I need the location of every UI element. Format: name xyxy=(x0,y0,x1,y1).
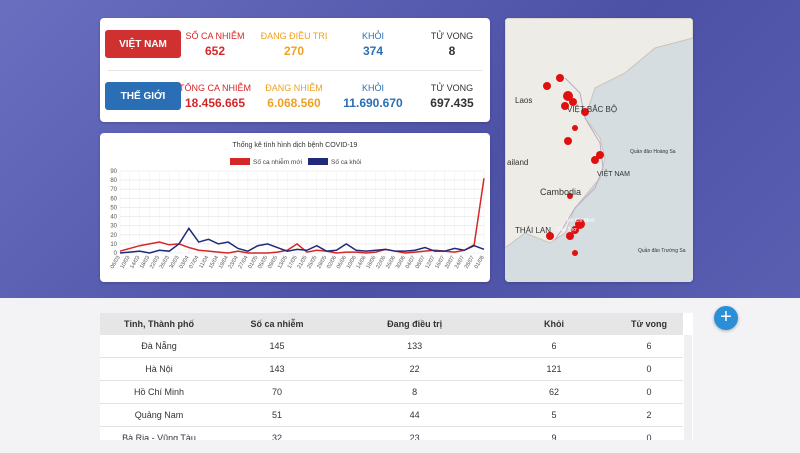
scrollbar xyxy=(684,335,692,440)
table-row: Bà Rịa - Vũng Tàu322390 xyxy=(100,427,683,441)
table-cell: 32 xyxy=(218,427,336,441)
table-cell: 62 xyxy=(493,381,615,404)
map-label: ailand xyxy=(507,158,528,167)
x-tick-label: 01/08 xyxy=(474,255,486,270)
table-cell: 70 xyxy=(218,381,336,404)
y-tick-label: 40 xyxy=(110,215,117,221)
table-cell: Quảng Nam xyxy=(100,404,218,427)
stat-label: KHỎI xyxy=(328,83,418,93)
table-cell: Bà Rịa - Vũng Tàu xyxy=(100,427,218,441)
table-cell: 44 xyxy=(336,404,493,427)
table-cell: Đà Nẵng xyxy=(100,335,218,358)
stat-label: TỬ VONG xyxy=(407,31,497,41)
table-row: Hồ Chí Minh708620 xyxy=(100,381,683,404)
series-line xyxy=(120,228,484,253)
y-tick-label: 90 xyxy=(110,169,117,175)
table-cell: Hà Nội xyxy=(100,358,218,381)
y-tick-label: 20 xyxy=(110,233,117,239)
stat-value: 11.690.670 xyxy=(328,96,418,110)
stat-label: SỐ CA NHIỄM xyxy=(170,31,260,41)
table-cell: 145 xyxy=(218,335,336,358)
map-label: Laos xyxy=(515,96,532,105)
table-cell: 5 xyxy=(493,404,615,427)
map-label: VIỆT BẮC BỘ xyxy=(567,105,617,114)
table-card: Tỉnh, Thành phốSố ca nhiễmĐang điều trịK… xyxy=(100,313,693,440)
table-cell: 9 xyxy=(493,427,615,441)
table-cell: 133 xyxy=(336,335,493,358)
stat-value: 652 xyxy=(170,44,260,58)
stat-value: 18.456.665 xyxy=(170,96,260,110)
legend-label: Số ca nhiễm mới xyxy=(253,157,302,166)
add-button[interactable]: + xyxy=(714,306,738,330)
legend-swatch xyxy=(230,158,250,165)
stat-value: 697.435 xyxy=(407,96,497,110)
table-cell: 121 xyxy=(493,358,615,381)
column-header: Số ca nhiễm xyxy=(218,313,336,335)
map-label: Cần Thơ xyxy=(557,227,577,233)
table-row: Hà Nội143221210 xyxy=(100,358,683,381)
map-label: Quần đảo Trường Sa xyxy=(638,248,686,254)
stat-label: KHỎI xyxy=(328,31,418,41)
table-cell: 22 xyxy=(336,358,493,381)
column-header: Đang điều trị xyxy=(336,313,493,335)
map-card: Laos VIỆT BẮC BỘ ailand Cambodia VIỆT NAM THÁ… xyxy=(505,18,693,282)
column-header: Khỏi xyxy=(493,313,615,335)
map: Laos VIỆT BẮC BỘ ailand Cambodia VIỆT NAM THÁ… xyxy=(505,18,693,282)
stat-label: TỬ VONG xyxy=(407,83,497,93)
table-cell: 0 xyxy=(615,381,683,404)
stats-card: VIỆT NAMSỐ CA NHIỄM652ĐANG ĐIỀU TRỊ270KH… xyxy=(100,18,490,122)
stat-label: ĐANG ĐIỀU TRỊ xyxy=(249,31,339,41)
table-cell: 6 xyxy=(615,335,683,358)
y-tick-label: 80 xyxy=(110,178,117,184)
stat-value: 8 xyxy=(407,44,497,58)
chart: Thống kê tình hình dịch bệnh COVID-19 01… xyxy=(100,133,490,282)
stat-value: 270 xyxy=(249,44,339,58)
divider xyxy=(108,70,482,71)
map-label: Quần đảo Hoàng Sa xyxy=(630,149,676,155)
table-cell: 51 xyxy=(218,404,336,427)
map-label: VIỆT NAM xyxy=(597,169,630,178)
column-header: Tỉnh, Thành phố xyxy=(100,313,218,335)
legend-label: Số ca khỏi xyxy=(331,157,361,166)
stat-label: ĐANG NHIỄM xyxy=(249,83,339,93)
stat-label: TỔNG CA NHIỄM xyxy=(170,83,260,93)
y-tick-label: 50 xyxy=(110,205,117,211)
table-cell: Hồ Chí Minh xyxy=(100,381,218,404)
table-cell: 0 xyxy=(615,358,683,381)
map-label: THÁI LAN xyxy=(515,226,551,235)
table-cell: 23 xyxy=(336,427,493,441)
table-row: Đà Nẵng14513366 xyxy=(100,335,683,358)
table-cell: 6 xyxy=(493,335,615,358)
table-row: Quảng Nam514452 xyxy=(100,404,683,427)
table-cell: 8 xyxy=(336,381,493,404)
y-tick-label: 30 xyxy=(110,224,117,230)
y-tick-label: 10 xyxy=(110,242,117,248)
map-label: Cambodia xyxy=(540,187,581,197)
map-label: Hồ Chí Minh xyxy=(567,218,595,224)
y-tick-label: 70 xyxy=(110,187,117,193)
stat-value: 374 xyxy=(328,44,418,58)
y-tick-label: 60 xyxy=(110,196,117,202)
chart-card: Thống kê tình hình dịch bệnh COVID-19 01… xyxy=(100,133,490,282)
legend-swatch xyxy=(308,158,328,165)
stat-value: 6.068.560 xyxy=(249,96,339,110)
table-cell: 0 xyxy=(615,427,683,441)
table-cell: 2 xyxy=(615,404,683,427)
province-table: Tỉnh, Thành phốSố ca nhiễmĐang điều trịK… xyxy=(100,313,683,440)
table-cell: 143 xyxy=(218,358,336,381)
chart-title: Thống kê tình hình dịch bệnh COVID-19 xyxy=(233,140,358,149)
column-header: Tử vong xyxy=(615,313,683,335)
table-header: Tỉnh, Thành phốSố ca nhiễmĐang điều trịK… xyxy=(100,313,683,335)
